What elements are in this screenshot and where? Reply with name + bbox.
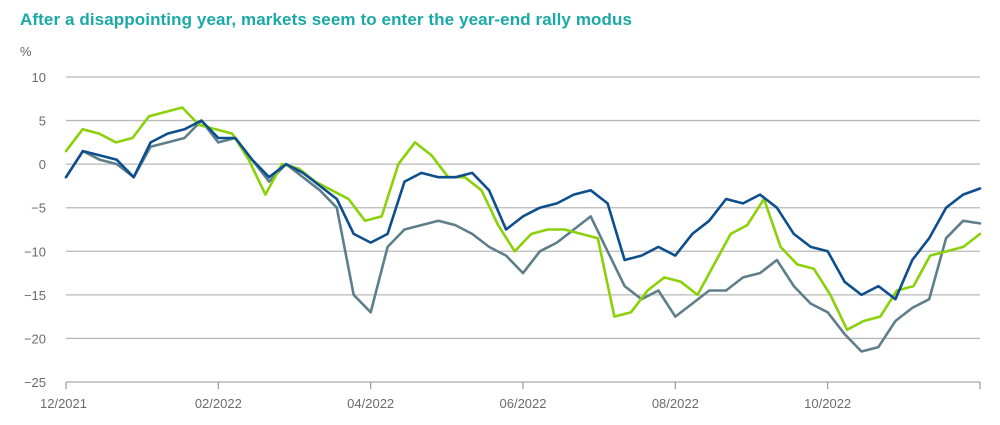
- series-lines: [64, 106, 982, 353]
- dark-blue-series-line: [64, 119, 982, 301]
- y-tick-label: −25: [24, 375, 46, 390]
- light-green-series-line: [64, 106, 982, 332]
- x-tick-label: 12/2021: [40, 396, 87, 411]
- x-tick-label: 10/2022: [804, 396, 851, 411]
- x-tick-label: 02/2022: [195, 396, 242, 411]
- y-tick-label: 5: [39, 114, 46, 129]
- x-axis: 12/2021 02/2022 04/2022 06/2022 08/2022 10/20…: [40, 381, 981, 411]
- chart-title: After a disappointing year, markets seem…: [20, 10, 633, 29]
- x-tick-label: 06/2022: [500, 396, 547, 411]
- y-tick-label: −15: [24, 288, 46, 303]
- y-axis-unit-label: %: [20, 44, 32, 59]
- y-tick-label: −10: [24, 244, 46, 259]
- slate-gray-series-line: [64, 119, 982, 353]
- y-axis-tick-labels: 10 5 0 −5 −10 −15 −20 −25: [24, 70, 46, 390]
- x-tick-label: 04/2022: [347, 396, 394, 411]
- y-tick-label: 0: [39, 157, 46, 172]
- y-tick-label: −20: [24, 331, 46, 346]
- y-tick-label: 10: [32, 70, 46, 85]
- y-tick-label: −5: [31, 201, 46, 216]
- gridlines: [66, 76, 980, 340]
- x-tick-label: 08/2022: [652, 396, 699, 411]
